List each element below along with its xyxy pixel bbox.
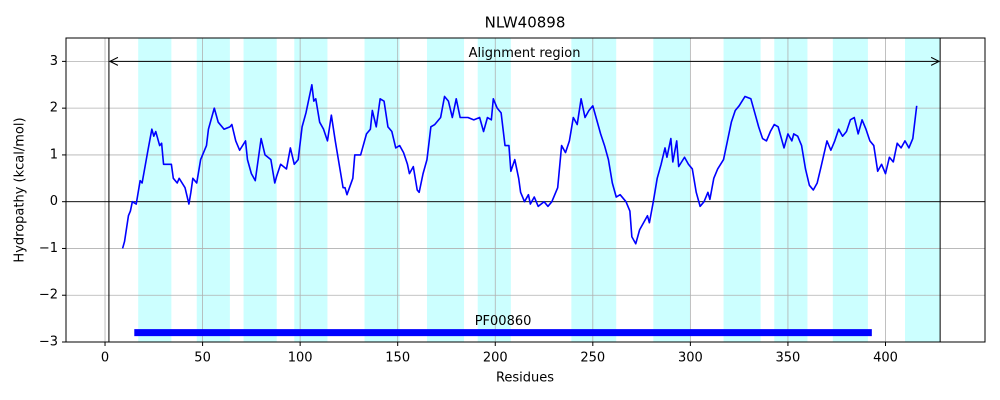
x-tick-label: 100	[288, 351, 313, 366]
x-tick-label: 250	[580, 351, 605, 366]
region	[426, 38, 465, 342]
region	[364, 38, 400, 342]
domain-label: PF00860	[475, 314, 532, 329]
x-tick-label: 400	[873, 351, 898, 366]
region	[477, 38, 511, 342]
x-tick-label: 350	[776, 351, 801, 366]
x-tick-label: 50	[194, 351, 211, 366]
x-tick-label: 300	[678, 351, 703, 366]
y-tick-label: −1	[39, 241, 58, 256]
x-tick-label: 200	[483, 351, 508, 366]
y-tick-label: −3	[39, 335, 58, 350]
region	[243, 38, 277, 342]
chart-title: NLW40898	[485, 14, 566, 32]
region	[196, 38, 230, 342]
y-tick-label: 3	[50, 54, 58, 69]
y-tick-label: 1	[50, 147, 58, 162]
x-tick-label: 150	[385, 351, 410, 366]
y-tick-label: −2	[39, 288, 58, 303]
region	[294, 38, 328, 342]
region	[774, 38, 808, 342]
y-tick-label: 0	[50, 194, 58, 209]
y-axis-label: Hydropathy (kcal/mol)	[13, 117, 28, 262]
x-axis-label: Residues	[496, 371, 554, 386]
region	[832, 38, 868, 342]
region	[723, 38, 761, 342]
plot-frame	[65, 37, 986, 343]
hydropathy-line	[121, 83, 918, 249]
region	[571, 38, 617, 342]
region	[653, 38, 691, 342]
y-tick-label: 2	[50, 101, 58, 116]
x-tick-label: 0	[101, 351, 109, 366]
region	[138, 38, 172, 342]
alignment-label: Alignment region	[469, 46, 581, 61]
region	[905, 38, 941, 342]
